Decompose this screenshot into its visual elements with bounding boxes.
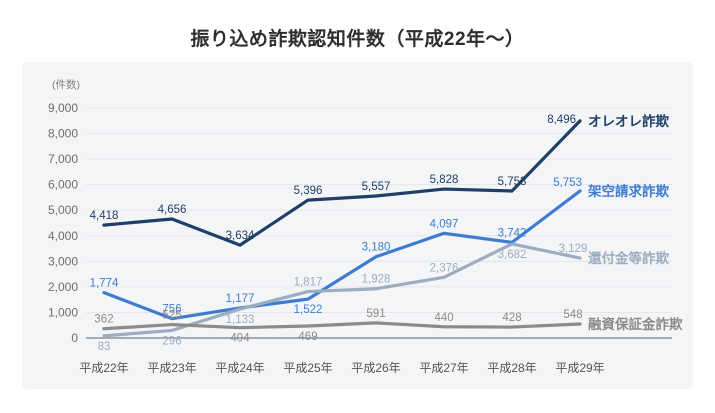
y-tick-label: 0	[71, 331, 78, 345]
y-tick-label: 8,000	[48, 127, 78, 141]
data-label: 4,418	[90, 210, 119, 222]
data-label: 756	[162, 304, 181, 316]
x-tick-label: 平成23年	[147, 361, 196, 375]
series-line	[102, 189, 582, 321]
data-label: 1,133	[226, 314, 255, 326]
data-label: 1,522	[294, 304, 323, 316]
y-tick-label: 4,000	[48, 229, 78, 243]
data-label: 4,097	[430, 218, 459, 230]
data-label: 5,828	[430, 174, 459, 186]
data-label: 1,817	[294, 277, 323, 289]
data-label: 469	[298, 331, 317, 343]
series-line	[102, 242, 582, 338]
x-tick-label: 平成22年	[79, 361, 128, 375]
y-tick-label: 7,000	[48, 152, 78, 166]
series-name-label: 融資保証金詐欺	[588, 316, 683, 332]
data-label: 83	[98, 341, 111, 353]
y-tick-label: 9,000	[48, 101, 78, 115]
data-label: 525	[162, 310, 181, 322]
data-label: 296	[162, 335, 181, 347]
data-label: 8,496	[547, 114, 576, 126]
data-label: 440	[434, 312, 453, 324]
data-label: 3,634	[226, 230, 255, 242]
series-name-label: 還付金等詐欺	[588, 250, 669, 266]
data-label: 1,928	[362, 274, 391, 286]
x-tick-label: 平成28年	[487, 361, 536, 375]
y-tick-label: 3,000	[48, 254, 78, 268]
series-line	[102, 321, 582, 331]
data-label: 428	[502, 312, 521, 324]
data-label: 3,129	[559, 243, 588, 255]
data-label: 548	[563, 309, 582, 321]
y-tick-label: 6,000	[48, 178, 78, 192]
series-name-label: オレオレ詐欺	[588, 113, 669, 129]
data-label: 404	[230, 333, 250, 345]
y-tick-label: 1,000	[48, 305, 78, 319]
x-tick-label: 平成24年	[215, 361, 264, 375]
data-label: 5,753	[553, 177, 582, 189]
data-label: 591	[366, 308, 385, 320]
series-name-label: 架空請求詐欺	[587, 183, 669, 199]
data-label: 2,376	[430, 262, 459, 274]
data-label: 3,682	[498, 249, 527, 261]
data-label: 362	[94, 314, 113, 326]
line-chart: (件数) 0 1,000 2,000 3,000 4,000 5,000 6,000 7,000…	[48, 78, 683, 375]
data-label: 3,180	[362, 242, 391, 254]
data-label: 3,742	[498, 227, 527, 239]
series-line	[102, 119, 582, 247]
data-label: 1,177	[226, 293, 255, 305]
page-title: 振り込め詐欺認知件数（平成22年〜）	[190, 29, 525, 50]
x-tick-label: 平成25年	[283, 361, 332, 375]
x-tick-label: 平成29年	[555, 361, 604, 375]
chart-panel: (件数) 0 1,000 2,000 3,000 4,000 5,000 6,000 7,000…	[22, 62, 693, 389]
data-label: 5,753	[498, 176, 527, 188]
data-label: 5,396	[294, 185, 323, 197]
data-label: 5,557	[362, 181, 391, 193]
y-tick-label: 2,000	[48, 280, 78, 294]
x-tick-label: 平成26年	[351, 361, 400, 375]
data-label: 4,656	[158, 204, 187, 216]
x-tick-label: 平成27年	[419, 361, 468, 375]
data-label: 1,774	[90, 278, 119, 290]
y-tick-label: 5,000	[48, 203, 78, 217]
unit-label: (件数)	[52, 78, 80, 91]
